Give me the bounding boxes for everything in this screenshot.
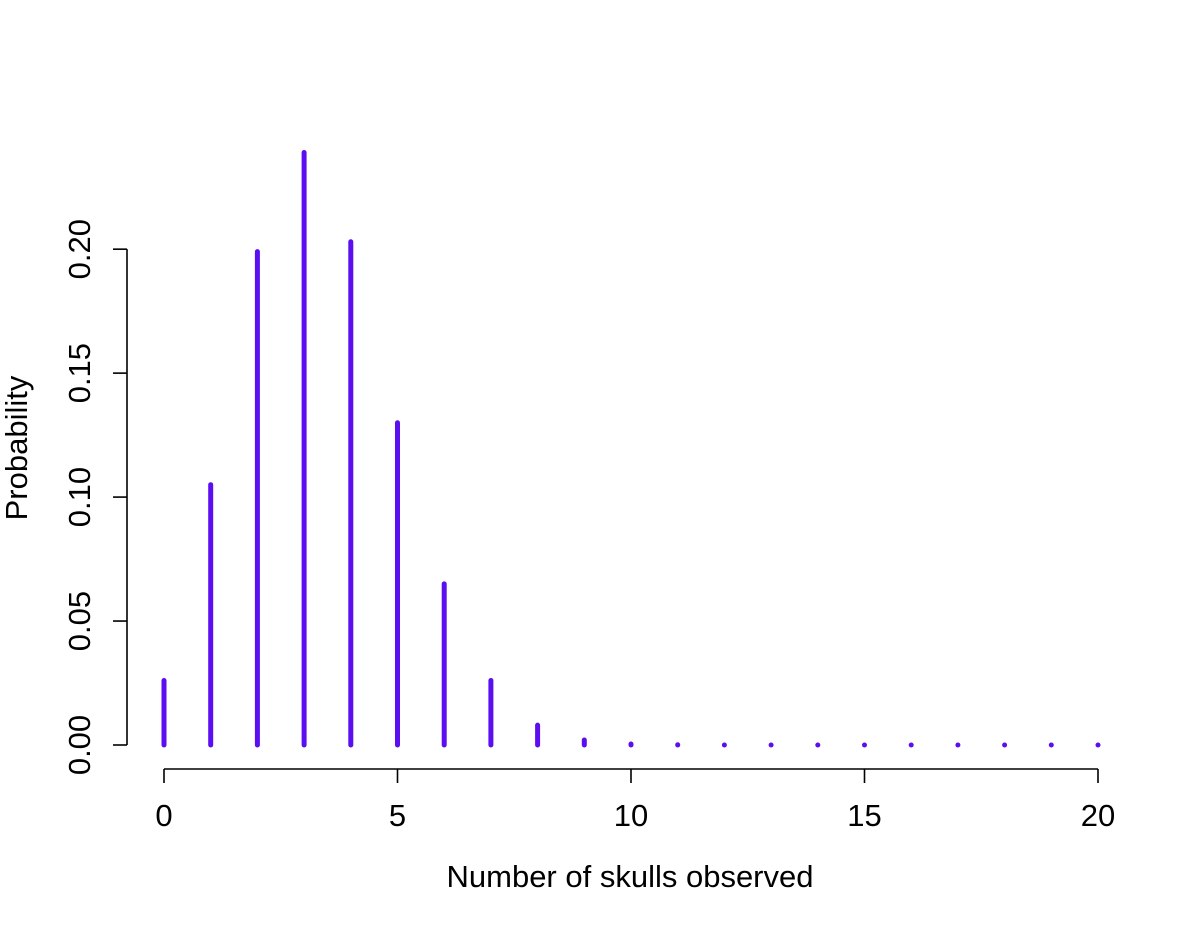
y-tick-label: 0.15 <box>62 343 97 403</box>
y-tick-label: 0.05 <box>62 591 97 651</box>
x-tick-label: 20 <box>1081 798 1115 833</box>
x-tick-label: 0 <box>155 798 172 833</box>
x-tick-label: 5 <box>389 798 406 833</box>
x-axis-title: Number of skulls observed <box>447 859 814 894</box>
x-tick-label: 10 <box>614 798 648 833</box>
y-tick-label: 0.20 <box>62 219 97 279</box>
x-axis: 0 5 10 15 20 <box>155 768 1115 833</box>
y-axis: 0.00 0.05 0.10 0.15 0.20 <box>62 219 128 775</box>
bars-group <box>161 149 1101 748</box>
y-tick-label: 0.10 <box>62 467 97 527</box>
y-tick-label: 0.00 <box>62 715 97 775</box>
y-axis-title: Probability <box>0 375 34 520</box>
x-tick-label: 15 <box>847 798 881 833</box>
